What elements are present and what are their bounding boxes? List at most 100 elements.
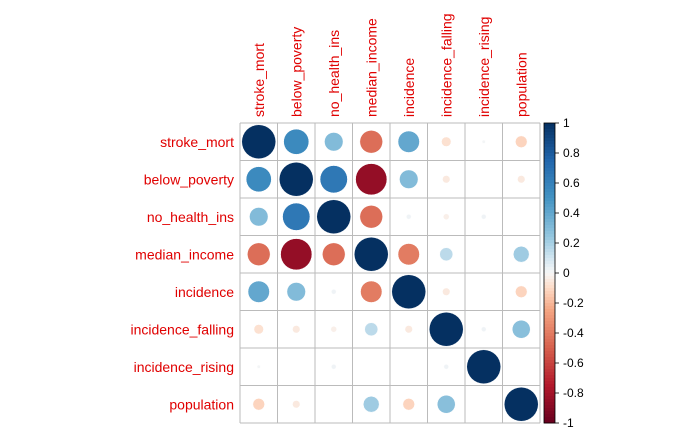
corr-circle-stroke_mort-stroke_mort	[241, 124, 276, 159]
colorbar-segment	[544, 300, 555, 304]
corr-circle-below_poverty-median_income	[355, 163, 388, 196]
corr-circle-incidence-median_income	[360, 280, 383, 303]
col-label-median_income: median_income	[363, 18, 379, 117]
colorbar-segment	[544, 297, 555, 301]
corr-circle-incidence-incidence_falling	[442, 287, 451, 296]
colorbar-segment	[544, 150, 555, 154]
col-label-population: population	[513, 52, 529, 117]
colorbar-segment	[544, 126, 555, 130]
colorbar-tick-label: -0.8	[563, 386, 584, 400]
colorbar-segment	[544, 315, 555, 319]
corr-circle-incidence_falling-incidence_falling	[429, 312, 464, 347]
colorbar-segment	[544, 363, 555, 367]
column-labels: stroke_mort below_poverty no_health_ins med…	[251, 13, 530, 117]
corr-circle-population-below_poverty	[292, 400, 301, 409]
corr-circle-stroke_mort-population	[515, 135, 528, 148]
colorbar-segment	[544, 273, 555, 277]
corr-circle-below_poverty-no_health_ins	[319, 165, 348, 194]
corr-circle-population-median_income	[363, 396, 380, 413]
col-label-incidence_rising: incidence_rising	[476, 17, 492, 117]
colorbar-segment	[544, 384, 555, 388]
colorbar-segment	[544, 330, 555, 334]
colorbar-segment	[544, 324, 555, 328]
colorbar-segment	[544, 411, 555, 415]
colorbar-tick-label: 0.4	[563, 206, 580, 220]
colorbar-segment	[544, 417, 555, 421]
colorbar: 1 0.8 0.6 0.4 0.2 0 -0.2 -0.4 -0.6 -0.8 -1	[543, 116, 584, 430]
corr-circle-no_health_ins-median_income	[359, 205, 383, 229]
colorbar-segment	[544, 393, 555, 397]
colorbar-segment	[544, 180, 555, 184]
colorbar-segment	[544, 321, 555, 325]
colorbar-segment	[544, 249, 555, 253]
corr-circle-population-population	[504, 387, 539, 422]
colorbar-segment	[544, 408, 555, 412]
corr-circle-incidence_falling-stroke_mort	[253, 324, 264, 335]
corr-circle-incidence-no_health_ins	[331, 289, 337, 295]
colorbar-segment	[544, 276, 555, 280]
colorbar-segment	[544, 177, 555, 181]
corr-circle-incidence_falling-population	[512, 320, 531, 339]
colorbar-segment	[544, 243, 555, 247]
matrix-grid	[239, 122, 541, 424]
colorbar-segment	[544, 414, 555, 418]
colorbar-segment	[544, 144, 555, 148]
colorbar-segment	[544, 270, 555, 274]
colorbar-segment	[544, 399, 555, 403]
colorbar-segment	[544, 255, 555, 259]
colorbar-segment	[544, 288, 555, 292]
colorbar-segment	[544, 138, 555, 142]
colorbar-tick-label: 0.2	[563, 236, 580, 250]
colorbar-segment	[544, 387, 555, 391]
col-label-stroke_mort: stroke_mort	[251, 43, 267, 117]
colorbar-segment	[544, 309, 555, 313]
colorbar-segment	[544, 147, 555, 151]
colorbar-segment	[544, 258, 555, 262]
colorbar-segment	[544, 333, 555, 337]
colorbar-segment	[544, 171, 555, 175]
corr-circle-incidence_rising-incidence_rising	[466, 349, 501, 384]
colorbar-segment	[544, 378, 555, 382]
colorbar-segment	[544, 279, 555, 283]
colorbar-segment	[544, 318, 555, 322]
row-label-no_health_ins: no_health_ins	[147, 209, 234, 225]
colorbar-segment	[544, 123, 555, 127]
colorbar-segment	[544, 291, 555, 295]
colorbar-segment	[544, 132, 555, 136]
colorbar-tick-label: -0.6	[563, 356, 584, 370]
corr-circle-stroke_mort-incidence	[397, 130, 420, 153]
colorbar-segment	[544, 183, 555, 187]
colorbar-segment	[544, 285, 555, 289]
colorbar-segment	[544, 354, 555, 358]
corr-circle-incidence-population	[515, 285, 528, 298]
row-label-population: population	[169, 396, 234, 412]
colorbar-segment	[544, 246, 555, 250]
corr-circle-below_poverty-population	[517, 175, 526, 184]
corr-circle-median_income-incidence	[397, 243, 420, 266]
corr-circle-incidence_rising-incidence_falling	[443, 364, 449, 370]
colorbar-segment	[544, 420, 555, 424]
corr-circle-below_poverty-incidence_falling	[442, 175, 451, 184]
colorbar-segment	[544, 186, 555, 190]
row-label-below_poverty: below_poverty	[144, 171, 234, 187]
corr-circle-median_income-no_health_ins	[322, 242, 346, 266]
colorbar-segment	[544, 303, 555, 307]
col-label-incidence: incidence	[401, 58, 417, 117]
colorbar-segment	[544, 372, 555, 376]
colorbar-segment	[544, 210, 555, 214]
corr-circle-below_poverty-stroke_mort	[245, 166, 272, 193]
corr-circle-population-incidence	[402, 398, 415, 411]
corr-circle-population-stroke_mort	[252, 398, 265, 411]
colorbar-segment	[544, 240, 555, 244]
corr-circle-incidence-stroke_mort	[247, 280, 270, 303]
colorbar-segment	[544, 282, 555, 286]
colorbar-segment	[544, 339, 555, 343]
colorbar-segment	[544, 159, 555, 163]
colorbar-segment	[544, 201, 555, 205]
colorbar-segment	[544, 234, 555, 238]
corr-circle-stroke_mort-median_income	[359, 130, 383, 154]
colorbar-segment	[544, 267, 555, 271]
colorbar-segment	[544, 141, 555, 145]
colorbar-tick-label: -1	[563, 416, 574, 430]
